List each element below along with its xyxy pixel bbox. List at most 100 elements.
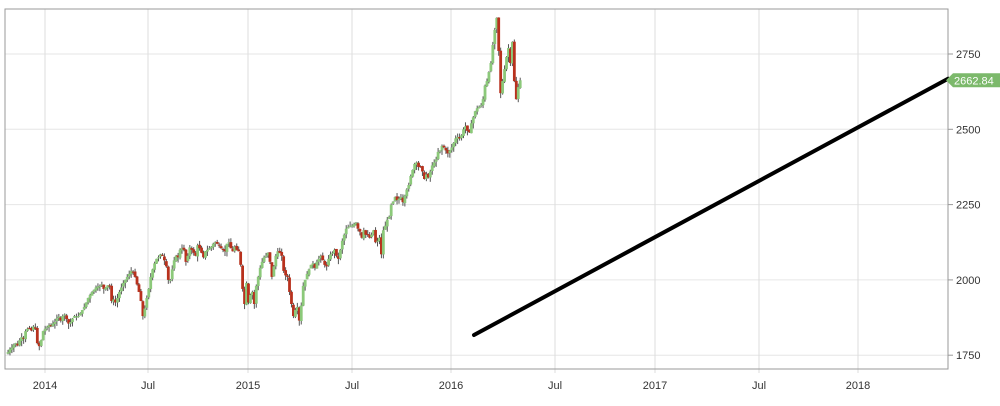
candle-up (319, 255, 323, 259)
candle-down (288, 277, 291, 292)
candle-up (387, 216, 391, 219)
candle-down (514, 80, 518, 100)
candle-up (168, 279, 172, 281)
candle-down (28, 327, 31, 329)
candle-up (92, 289, 96, 292)
candle-up (295, 307, 299, 311)
candle-up (178, 249, 182, 258)
candle-up (438, 150, 442, 152)
candle-down (321, 255, 325, 261)
y-tick-2500: 2500 (948, 124, 980, 136)
candle-up (354, 222, 358, 225)
candle-up (12, 344, 16, 348)
candle-up (307, 269, 311, 275)
candle-up (51, 323, 55, 327)
candle-up (116, 297, 119, 303)
y-tick-2250: 2250 (948, 200, 980, 212)
candle-up (86, 297, 90, 303)
candle-up (188, 247, 192, 257)
candle-up (151, 269, 155, 278)
candle-up (43, 328, 47, 332)
candle-down (65, 315, 69, 320)
candle-down (235, 245, 239, 250)
candle-down (356, 223, 360, 229)
candle-up (352, 224, 356, 227)
candle-up (430, 165, 434, 171)
candle-up (432, 162, 436, 167)
candle-up (338, 249, 342, 259)
candle-up (127, 273, 131, 277)
candle-down (137, 284, 141, 292)
candle-up (100, 284, 104, 286)
candle-up (489, 63, 493, 72)
candle-up (507, 47, 510, 57)
candle-down (161, 254, 164, 256)
candle-up (123, 279, 127, 284)
x-tick-label: Jul (141, 380, 155, 392)
y-tick-2750: 2750 (948, 49, 980, 61)
candle-down (280, 251, 284, 256)
candle-up (376, 240, 379, 242)
candle-up (262, 257, 266, 262)
candle-up (106, 285, 110, 288)
candle-up (299, 305, 303, 322)
candle-down (141, 301, 145, 317)
candle-up (121, 282, 125, 287)
candle-up (39, 340, 43, 346)
candle-down (290, 291, 293, 304)
candle-up (331, 252, 334, 254)
candle-up (471, 117, 475, 124)
candle-up (125, 276, 129, 280)
candle-down (176, 255, 180, 258)
candle-up (342, 234, 346, 241)
candle-down (419, 166, 422, 168)
candle-down (30, 328, 33, 331)
candle-up (149, 276, 153, 290)
candle-up (317, 258, 321, 262)
candle-up (213, 242, 217, 244)
y-tick-label: 2750 (956, 49, 980, 61)
candle-up (301, 285, 305, 306)
candle-up (84, 302, 88, 308)
candle-up (204, 251, 207, 258)
candle-up (450, 147, 454, 151)
candle-down (421, 166, 424, 172)
candle-up (47, 325, 51, 328)
candle-up (350, 225, 354, 227)
candle-up (411, 169, 415, 177)
candle-down (268, 252, 272, 262)
candle-up (344, 228, 348, 235)
candle-down (114, 299, 117, 303)
candle-up (448, 150, 452, 154)
candle-up (143, 308, 147, 317)
candle-down (497, 17, 501, 51)
candle-up (207, 248, 211, 250)
candle-down (223, 249, 227, 252)
candle-down (163, 256, 166, 261)
candle-up (503, 69, 506, 82)
candle-down (374, 229, 377, 243)
candle-down (215, 241, 219, 244)
candle-down (512, 41, 516, 82)
candle-up (90, 291, 94, 296)
candle-up (309, 264, 313, 269)
candle-up (389, 204, 393, 217)
candle-up (276, 251, 280, 257)
candle-up (428, 171, 432, 178)
candle-up (63, 314, 67, 316)
candle-down (166, 266, 170, 280)
candle-up (378, 237, 381, 242)
candle-up (311, 263, 315, 266)
candle-down (217, 244, 221, 246)
candle-down (182, 247, 186, 250)
price-tag-shape (946, 73, 1000, 88)
candle-up (491, 44, 495, 64)
candle-up (434, 159, 438, 162)
candle-up (170, 269, 174, 280)
candle-up (258, 267, 262, 278)
candle-up (305, 273, 309, 280)
candle-down (243, 288, 246, 304)
candle-down (198, 244, 201, 249)
candle-up (362, 230, 366, 239)
candle-up (315, 261, 319, 269)
